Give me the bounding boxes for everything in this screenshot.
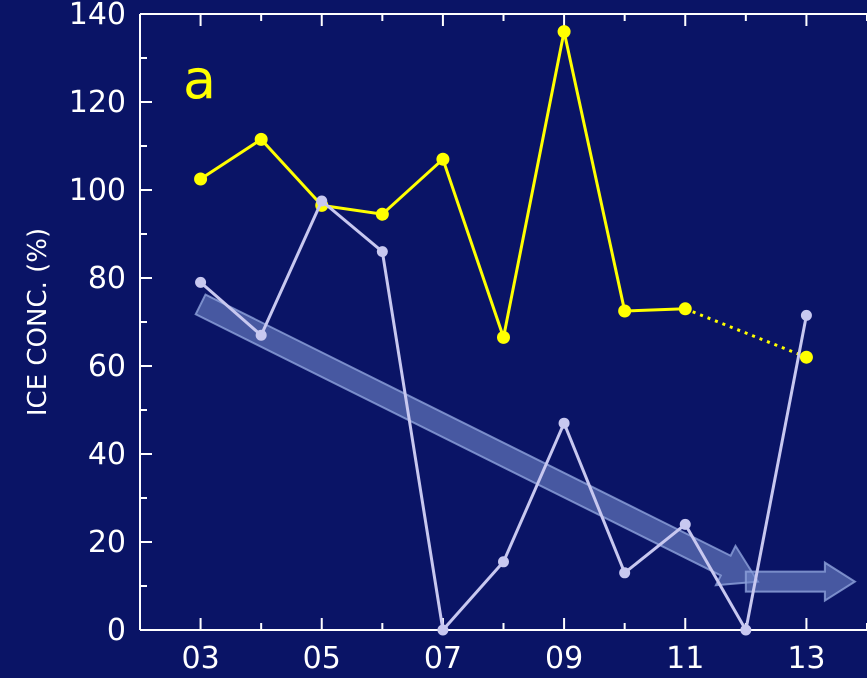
- trend-arrow: [194, 293, 760, 587]
- series-1-point: [375, 207, 389, 221]
- x-tick-label: 13: [787, 641, 825, 673]
- series-1-point: [799, 350, 813, 364]
- series-2-segment: [562, 422, 627, 574]
- series-2-point: [376, 246, 388, 258]
- y-tick-label: 60: [88, 349, 126, 384]
- series-1-point: [436, 152, 450, 166]
- series-1-point: [194, 172, 208, 186]
- x-tick-label: 03: [181, 641, 219, 673]
- continuation-arrow: [744, 560, 857, 603]
- y-tick-label: 0: [107, 613, 126, 648]
- series-2-point: [800, 309, 812, 321]
- series-1-point: [497, 330, 510, 344]
- series-2-segment: [259, 200, 324, 336]
- y-tick-label: 80: [88, 261, 126, 296]
- panel-label: a: [183, 48, 216, 111]
- series-1-segment: [441, 158, 505, 338]
- y-tick-label: 120: [69, 85, 126, 120]
- series-2-segment: [623, 523, 687, 574]
- series-1-segment: [260, 138, 323, 207]
- series-2-segment: [199, 281, 263, 337]
- series-1-point: [618, 304, 632, 318]
- series-2-segment: [380, 251, 445, 631]
- series-2-point: [558, 417, 570, 429]
- series-1-segment: [321, 203, 383, 216]
- series-2-segment: [744, 315, 808, 631]
- y-tick-label: 100: [69, 173, 126, 208]
- series-1-segment: [624, 307, 686, 313]
- series-2-segment: [441, 560, 505, 631]
- series-2-point: [679, 518, 691, 530]
- y-tick-label: 40: [88, 437, 126, 472]
- series-1-point: [557, 25, 571, 39]
- series-2-segment: [502, 422, 566, 563]
- x-tick-label: 09: [545, 641, 583, 673]
- series-1-segment: [684, 307, 807, 359]
- series-2-segment: [320, 199, 384, 253]
- series-2-segment: [683, 523, 748, 631]
- series-2-point: [316, 195, 328, 207]
- series-2-point: [740, 624, 752, 636]
- series-1-point: [678, 302, 692, 316]
- series-1-segment: [562, 31, 627, 312]
- series-2-point: [437, 624, 449, 636]
- series-2-point: [195, 276, 207, 288]
- series-1-segment: [199, 138, 262, 181]
- x-tick-label: 05: [303, 641, 341, 673]
- series-2-point: [255, 329, 267, 341]
- y-tick-label: 140: [69, 0, 126, 32]
- x-tick-label: 11: [666, 641, 704, 673]
- x-tick-label: 07: [424, 641, 462, 673]
- series-1-point: [254, 132, 268, 146]
- series-2-point: [498, 556, 509, 568]
- series-1-segment: [502, 31, 566, 338]
- series-1-segment: [381, 158, 444, 216]
- series-2-point: [619, 567, 631, 579]
- y-tick-label: 20: [88, 525, 126, 560]
- y-axis-label: ICE CONC. (%): [23, 228, 53, 416]
